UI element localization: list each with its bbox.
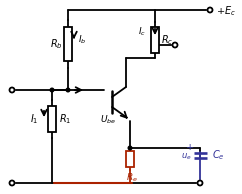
Bar	[64, 27, 72, 61]
Text: $I_c$: $I_c$	[138, 26, 146, 38]
Text: $u_e$: $u_e$	[181, 152, 191, 162]
Text: $R_c$: $R_c$	[161, 33, 173, 47]
Circle shape	[9, 87, 15, 93]
Circle shape	[173, 42, 177, 48]
Bar	[151, 27, 159, 53]
Circle shape	[207, 8, 212, 12]
Circle shape	[9, 180, 15, 185]
Circle shape	[50, 88, 54, 92]
Bar	[48, 106, 56, 132]
Text: $C_e$: $C_e$	[212, 148, 224, 162]
Text: $R_1$: $R_1$	[59, 112, 71, 126]
Text: $U_{be}$: $U_{be}$	[100, 114, 116, 126]
Text: $I_1$: $I_1$	[30, 112, 38, 126]
Circle shape	[128, 146, 132, 150]
Text: +: +	[186, 143, 194, 152]
Circle shape	[197, 180, 203, 185]
Bar	[126, 151, 134, 167]
Circle shape	[66, 88, 70, 92]
Text: $I_b$: $I_b$	[78, 34, 86, 46]
Text: $R_b$: $R_b$	[50, 37, 62, 51]
Text: +$E_c$: +$E_c$	[216, 4, 236, 18]
Text: $R_e$: $R_e$	[126, 172, 138, 184]
